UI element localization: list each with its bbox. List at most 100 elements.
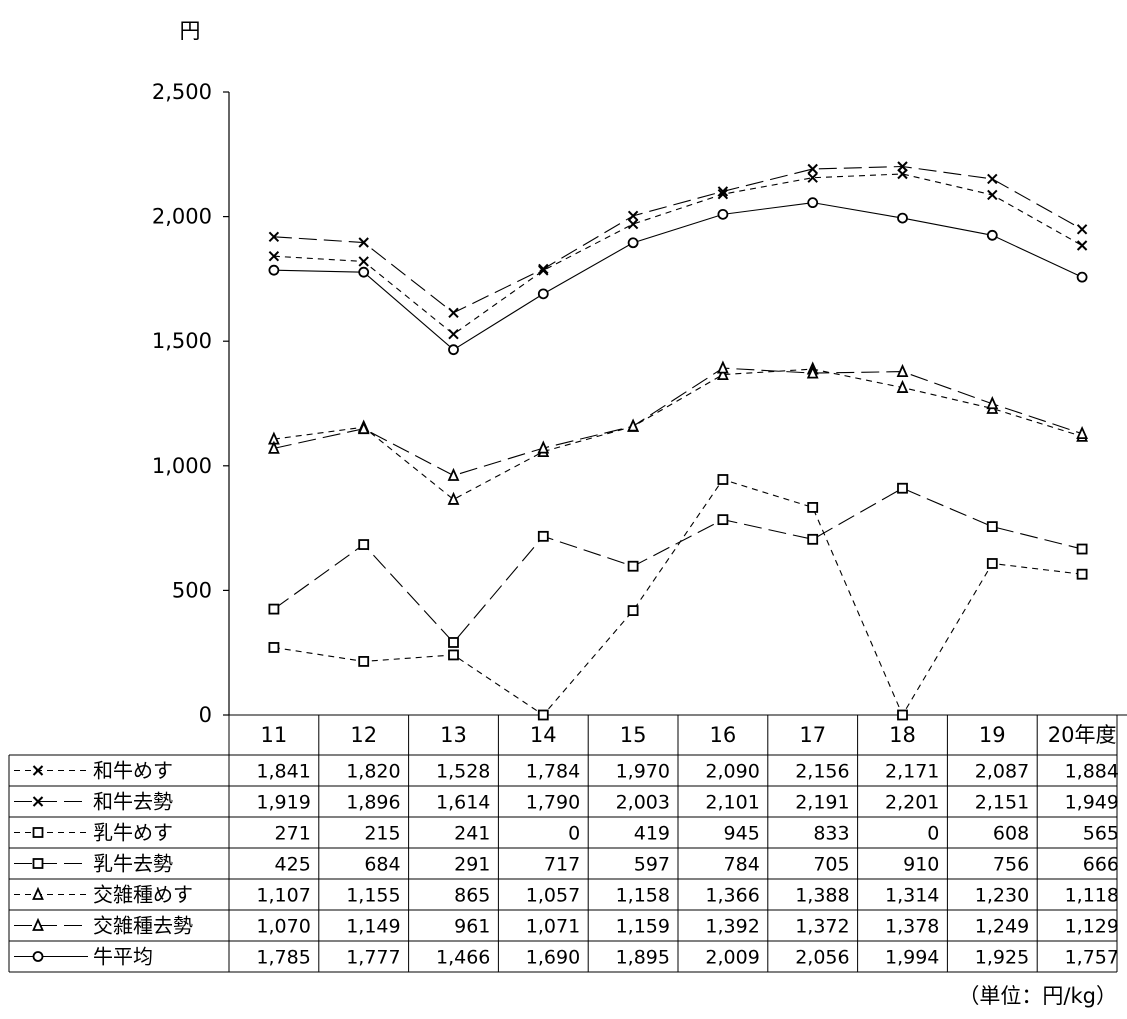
cell-series-2: 833 xyxy=(813,823,849,845)
cell-series-1: 1,896 xyxy=(346,792,400,814)
legend-swatch-marker-series-6 xyxy=(32,951,44,962)
unit-note: （単位：円/kg） xyxy=(958,984,1117,1008)
x-category-label: 20年度 xyxy=(1048,723,1117,747)
data-point-series-2 xyxy=(807,502,819,513)
legend-label-series-2: 乳牛めす xyxy=(93,821,173,845)
marker-x-stroke xyxy=(627,210,639,222)
cell-series-5: 1,071 xyxy=(526,916,580,938)
data-point-series-6 xyxy=(1076,271,1088,283)
cell-series-0: 1,784 xyxy=(526,761,580,783)
data-point-series-1 xyxy=(627,210,639,222)
cell-series-1: 1,919 xyxy=(256,792,310,814)
data-point-series-4 xyxy=(447,491,460,505)
marker-x-stroke xyxy=(358,256,369,267)
cell-series-4: 1,057 xyxy=(526,885,580,907)
cell-series-5: 1,392 xyxy=(705,916,759,938)
legend-label-series-3: 乳牛去勢 xyxy=(93,852,173,876)
series-group-series-0 xyxy=(268,168,1088,340)
data-point-series-1 xyxy=(448,307,459,318)
x-category-label: 14 xyxy=(530,723,557,747)
data-point-series-0 xyxy=(987,189,998,201)
cell-series-2: 241 xyxy=(454,823,490,845)
data-point-series-6 xyxy=(986,229,998,241)
data-point-series-1 xyxy=(1076,224,1088,235)
data-point-series-0 xyxy=(1076,240,1088,251)
marker-x-stroke xyxy=(897,161,908,172)
cell-series-0: 2,156 xyxy=(795,761,849,783)
cell-series-2: 271 xyxy=(275,823,311,845)
data-point-series-4 xyxy=(896,379,909,393)
cell-series-0: 1,528 xyxy=(436,761,490,783)
cell-series-6: 2,056 xyxy=(795,947,849,969)
cell-series-3: 784 xyxy=(724,854,760,876)
x-category-label: 19 xyxy=(979,723,1006,747)
x-category-label: 12 xyxy=(350,723,377,747)
cell-series-3: 597 xyxy=(634,854,670,876)
data-point-series-3 xyxy=(986,521,998,533)
data-point-series-0 xyxy=(268,251,280,262)
x-category-label: 11 xyxy=(261,723,288,747)
series-group-series-1 xyxy=(268,161,1088,318)
data-point-series-0 xyxy=(358,256,369,267)
data-point-series-5 xyxy=(806,365,819,379)
series-group-series-2 xyxy=(268,474,1088,721)
cell-series-2: 419 xyxy=(634,823,670,845)
marker-x-stroke xyxy=(987,189,998,201)
legend-swatch-marker-series-5 xyxy=(32,917,44,931)
marker-x-stroke xyxy=(268,231,280,242)
cell-series-5: 1,149 xyxy=(346,916,400,938)
data-point-series-1 xyxy=(268,231,280,242)
x-category-label: 16 xyxy=(710,723,737,747)
data-point-series-1 xyxy=(538,263,549,275)
cell-series-4: 1,155 xyxy=(346,885,400,907)
data-point-series-2 xyxy=(537,709,549,721)
data-point-series-0 xyxy=(807,172,818,183)
cell-series-4: 1,366 xyxy=(705,885,759,907)
series-line-series-6 xyxy=(273,202,1083,351)
legend-swatch-marker-series-0 xyxy=(32,765,44,776)
data-point-series-3 xyxy=(448,637,459,648)
data-point-series-6 xyxy=(448,344,459,356)
cell-series-6: 1,785 xyxy=(256,947,310,969)
cell-series-4: 1,158 xyxy=(616,885,670,907)
data-point-series-5 xyxy=(896,363,909,378)
cell-series-4: 1,230 xyxy=(975,885,1029,907)
series-group-series-5 xyxy=(268,360,1088,481)
cell-series-6: 1,690 xyxy=(526,947,580,969)
cell-series-5: 1,159 xyxy=(616,916,670,938)
marker-x-stroke xyxy=(897,168,908,180)
cell-series-6: 1,925 xyxy=(975,947,1029,969)
data-point-series-5 xyxy=(627,418,639,432)
cell-series-6: 2,009 xyxy=(705,947,759,969)
series-line-series-1 xyxy=(273,165,1083,314)
cell-series-0: 2,171 xyxy=(885,761,939,783)
y-tick-label: 2,500 xyxy=(152,80,212,104)
cell-series-5: 1,372 xyxy=(795,916,849,938)
cell-series-5: 1,378 xyxy=(885,916,939,938)
marker-x-stroke xyxy=(268,251,280,262)
cell-series-1: 2,003 xyxy=(616,792,670,814)
y-tick-label: 1,500 xyxy=(152,329,212,353)
data-point-series-1 xyxy=(717,186,729,197)
legend-swatch-marker-series-4 xyxy=(32,886,44,900)
data-point-series-6 xyxy=(358,266,370,278)
cell-series-6: 1,757 xyxy=(1065,947,1119,969)
marker-x-stroke xyxy=(448,307,459,318)
data-point-series-3 xyxy=(807,533,819,545)
data-point-series-2 xyxy=(268,642,280,653)
marker-x-stroke xyxy=(358,237,369,248)
marker-x-stroke xyxy=(627,218,639,230)
cell-series-3: 705 xyxy=(813,854,849,876)
data-point-series-2 xyxy=(448,649,459,661)
cell-series-1: 1,614 xyxy=(436,792,490,814)
cell-series-5: 1,070 xyxy=(256,916,310,938)
cell-series-2: 608 xyxy=(993,823,1029,845)
cell-series-1: 1,949 xyxy=(1065,792,1119,814)
series-line-series-2 xyxy=(273,478,1083,717)
data-point-series-5 xyxy=(447,467,460,481)
cell-series-0: 1,841 xyxy=(256,761,310,783)
legend-swatch-marker-series-3 xyxy=(32,858,44,869)
cell-series-3: 684 xyxy=(364,854,400,876)
